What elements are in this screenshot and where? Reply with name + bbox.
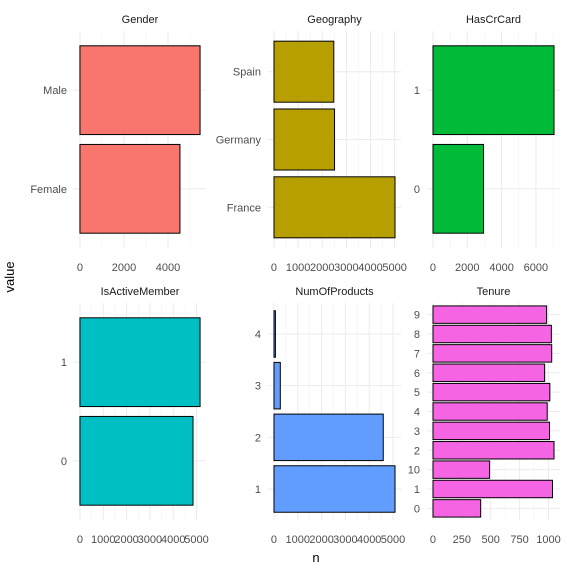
facet-gender: Gender Female Male 0 2000 4000 xyxy=(30,14,206,274)
x-tick-label: 4000 xyxy=(358,262,382,274)
bar-tenure-7 xyxy=(432,344,553,363)
bar-tenure-6 xyxy=(432,363,546,382)
x-tick-label: 500 xyxy=(482,534,500,546)
bar-tenure-1 xyxy=(432,479,554,499)
y-tick-label: 3 xyxy=(414,426,420,438)
bar-tenure-0 xyxy=(432,499,482,518)
facet-geography: Geography France Germany Spain 0 1000 2000 3000… xyxy=(216,14,407,274)
x-tick-label: 250 xyxy=(453,534,471,546)
x-tick-label: 6000 xyxy=(524,262,548,274)
x-tick-label: 4000 xyxy=(161,534,185,546)
y-tick-label: 8 xyxy=(414,329,420,341)
x-tick-label: 1000 xyxy=(286,534,310,546)
facet-title: Gender xyxy=(122,14,159,26)
y-tick-label: 0 xyxy=(414,184,420,196)
bar-geography-spain xyxy=(273,40,335,103)
y-tick-label: 7 xyxy=(414,348,420,360)
y-tick-label: 2 xyxy=(414,445,420,457)
x-tick-label: 4000 xyxy=(357,534,381,546)
y-tick-label: 1 xyxy=(61,357,67,369)
x-tick-label: 0 xyxy=(77,262,83,274)
y-tick-label: 5 xyxy=(414,387,420,399)
y-tick-label: 4 xyxy=(255,329,261,341)
y-tick-label: 6 xyxy=(414,368,420,380)
y-tick-label: 3 xyxy=(255,381,261,393)
x-tick-label: 2000 xyxy=(114,534,138,546)
bar-numofproducts-1 xyxy=(273,465,396,513)
facet-tenure: Tenure 0 1 10 2 3 4 5 6 7 8 9 0 250 500 750 1000 xyxy=(408,286,561,546)
bar-tenure-8 xyxy=(432,324,552,344)
bar-tenure-9 xyxy=(432,305,548,324)
x-tick-label: 2000 xyxy=(112,262,136,274)
x-tick-label: 0 xyxy=(77,534,83,546)
x-tick-label: 5000 xyxy=(381,534,405,546)
y-tick-label: 0 xyxy=(61,456,67,468)
x-tick-label: 0 xyxy=(271,534,277,546)
x-tick-label: 0 xyxy=(430,534,436,546)
bar-gender-male xyxy=(79,45,201,136)
y-tick-label: 1 xyxy=(414,85,420,97)
x-tick-label: 3000 xyxy=(138,534,162,546)
y-tick-label: 1 xyxy=(255,484,261,496)
bar-geography-france xyxy=(273,176,396,239)
facet-title: HasCrCard xyxy=(466,14,521,26)
bar-tenure-4 xyxy=(432,402,548,421)
y-tick-label: 0 xyxy=(414,503,420,515)
x-tick-label: 3000 xyxy=(333,534,357,546)
x-tick-label: 750 xyxy=(510,534,528,546)
bar-tenure-2 xyxy=(432,441,555,460)
x-tick-label: 5000 xyxy=(382,262,406,274)
facet-title: Tenure xyxy=(477,286,511,298)
bar-numofproducts-3 xyxy=(273,361,281,410)
bar-hascrcard-0 xyxy=(432,143,485,234)
y-tick-label: 9 xyxy=(414,310,420,322)
x-tick-label: 0 xyxy=(271,262,277,274)
x-tick-label: 5000 xyxy=(184,534,208,546)
y-tick-label: Spain xyxy=(233,67,261,79)
y-tick-label: Germany xyxy=(216,135,262,147)
facet-numofproducts: NumOfProducts 1 2 3 4 0 1000 2000 3000 4000 5000 xyxy=(255,286,405,546)
y-tick-label: France xyxy=(227,202,261,214)
bar-tenure-10 xyxy=(432,460,491,479)
x-tick-label: 4000 xyxy=(156,262,180,274)
bar-tenure-3 xyxy=(432,421,551,441)
bar-numofproducts-2 xyxy=(273,413,384,462)
bar-geography-germany xyxy=(273,108,336,171)
x-tick-label: 2000 xyxy=(455,262,479,274)
y-tick-label: 4 xyxy=(414,407,420,419)
x-tick-label: 2000 xyxy=(309,534,333,546)
y-tick-label: Male xyxy=(43,85,67,97)
facet-title: Geography xyxy=(307,14,362,26)
bar-isactivemember-1 xyxy=(79,317,201,408)
x-tick-label: 1000 xyxy=(91,534,115,546)
bar-tenure-5 xyxy=(432,382,551,402)
y-tick-label: 2 xyxy=(255,432,261,444)
y-tick-label: 1 xyxy=(414,484,420,496)
bar-hascrcard-1 xyxy=(432,45,555,136)
y-tick-label: Female xyxy=(30,184,67,196)
y-tick-label: 10 xyxy=(408,465,420,477)
facet-hascrcard: HasCrCard 0 1 0 2000 4000 6000 xyxy=(414,14,560,274)
x-tick-label: 4000 xyxy=(489,262,513,274)
x-tick-label: 3000 xyxy=(334,262,358,274)
x-tick-label: 2000 xyxy=(310,262,334,274)
bar-numofproducts-4 xyxy=(273,310,276,358)
x-tick-label: 0 xyxy=(430,262,436,274)
x-tick-label: 1000 xyxy=(286,262,310,274)
facet-title: IsActiveMember xyxy=(101,286,180,298)
y-axis-title: value xyxy=(2,261,17,292)
bar-isactivemember-0 xyxy=(79,415,194,506)
x-axis-title: n xyxy=(312,550,319,565)
facet-title: NumOfProducts xyxy=(295,286,374,298)
bar-gender-female xyxy=(79,143,181,234)
x-tick-label: 1000 xyxy=(536,534,560,546)
